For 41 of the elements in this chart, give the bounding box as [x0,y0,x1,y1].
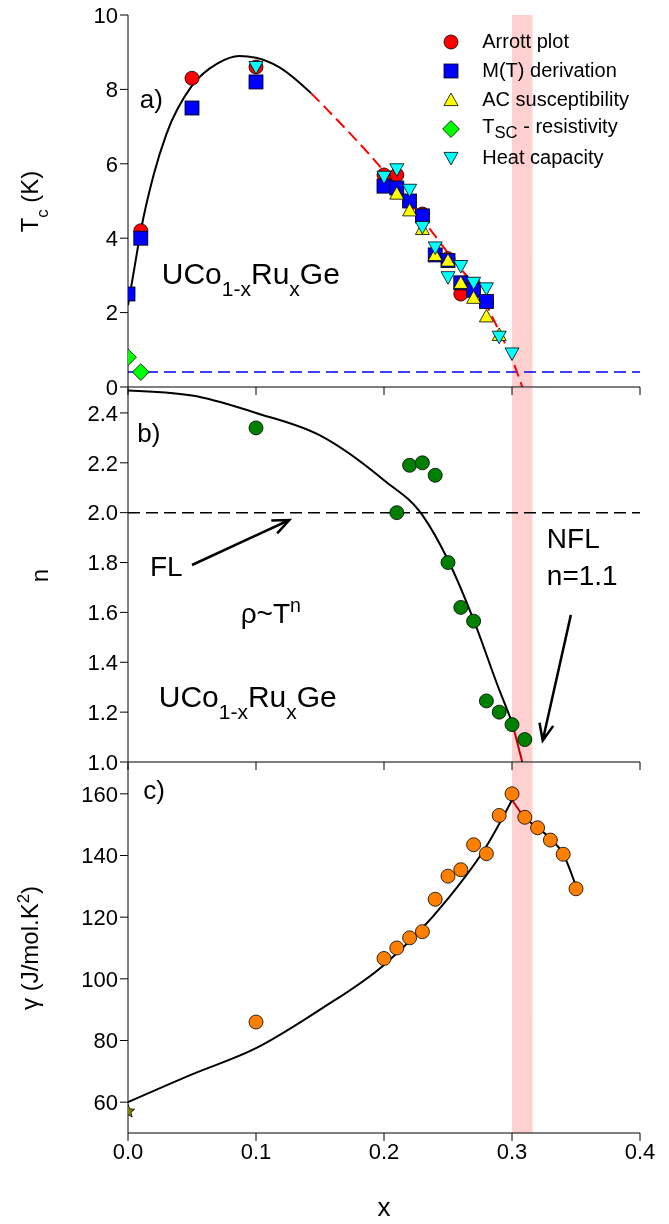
y-tick-label: 1.4 [87,650,118,676]
y-tick-label: 80 [93,1028,118,1054]
y-tick-label: 1.6 [87,600,118,626]
y-axis-title: n [26,568,53,583]
annotation: n=1.1 [546,559,618,591]
y-tick-label: 120 [81,904,118,930]
x-axis-title: x [377,1192,391,1222]
y-tick-label: 10 [93,2,118,28]
y-tick-label: 1.2 [87,699,118,725]
legend-label: T$_{SC}$ - resistivity [482,114,618,143]
y-tick-label: 1.0 [87,749,118,775]
x-tick-label: 0.0 [112,1138,144,1164]
y-tick-label: 0 [105,374,118,400]
y-tick-label: 4 [105,226,118,252]
y-tick-label: 2.0 [87,500,118,526]
y-tick-label: 1.8 [87,550,118,576]
y-tick-label: 100 [81,966,118,992]
legend-label: Arrott plot [482,30,569,53]
annotation: UCo$_{1-x}$Ru$_{x}$Ge [158,679,337,723]
y-tick-label: 2.2 [87,450,118,476]
y-tick-label: 60 [93,1089,118,1115]
annotation: a) [139,84,163,115]
legend-label: Heat capacity [482,146,604,169]
x-tick-label: 0.2 [368,1138,400,1164]
y-tick-label: 8 [105,77,118,103]
annotation: ρ~T$^{n}$ [240,594,301,630]
y-tick-label: 140 [81,843,118,869]
x-tick-label: 0.4 [624,1138,656,1164]
annotation: FL [150,550,183,582]
legend-label: M(T) derivation [482,59,617,82]
x-tick-label: 0.1 [240,1138,272,1164]
annotation: NFL [546,523,600,555]
x-tick-label: 0.3 [496,1138,528,1164]
y-tick-label: 6 [105,151,118,177]
y-tick-label: 2.4 [87,400,118,426]
annotation: b) [137,418,161,448]
legend-label: AC susceptibility [482,88,629,111]
annotation: c) [143,774,166,805]
annotation: UCo$_{1-x}$Ru$_{x}$Ge [161,256,340,300]
y-tick-label: 2 [105,300,118,326]
y-tick-label: 160 [81,781,118,807]
